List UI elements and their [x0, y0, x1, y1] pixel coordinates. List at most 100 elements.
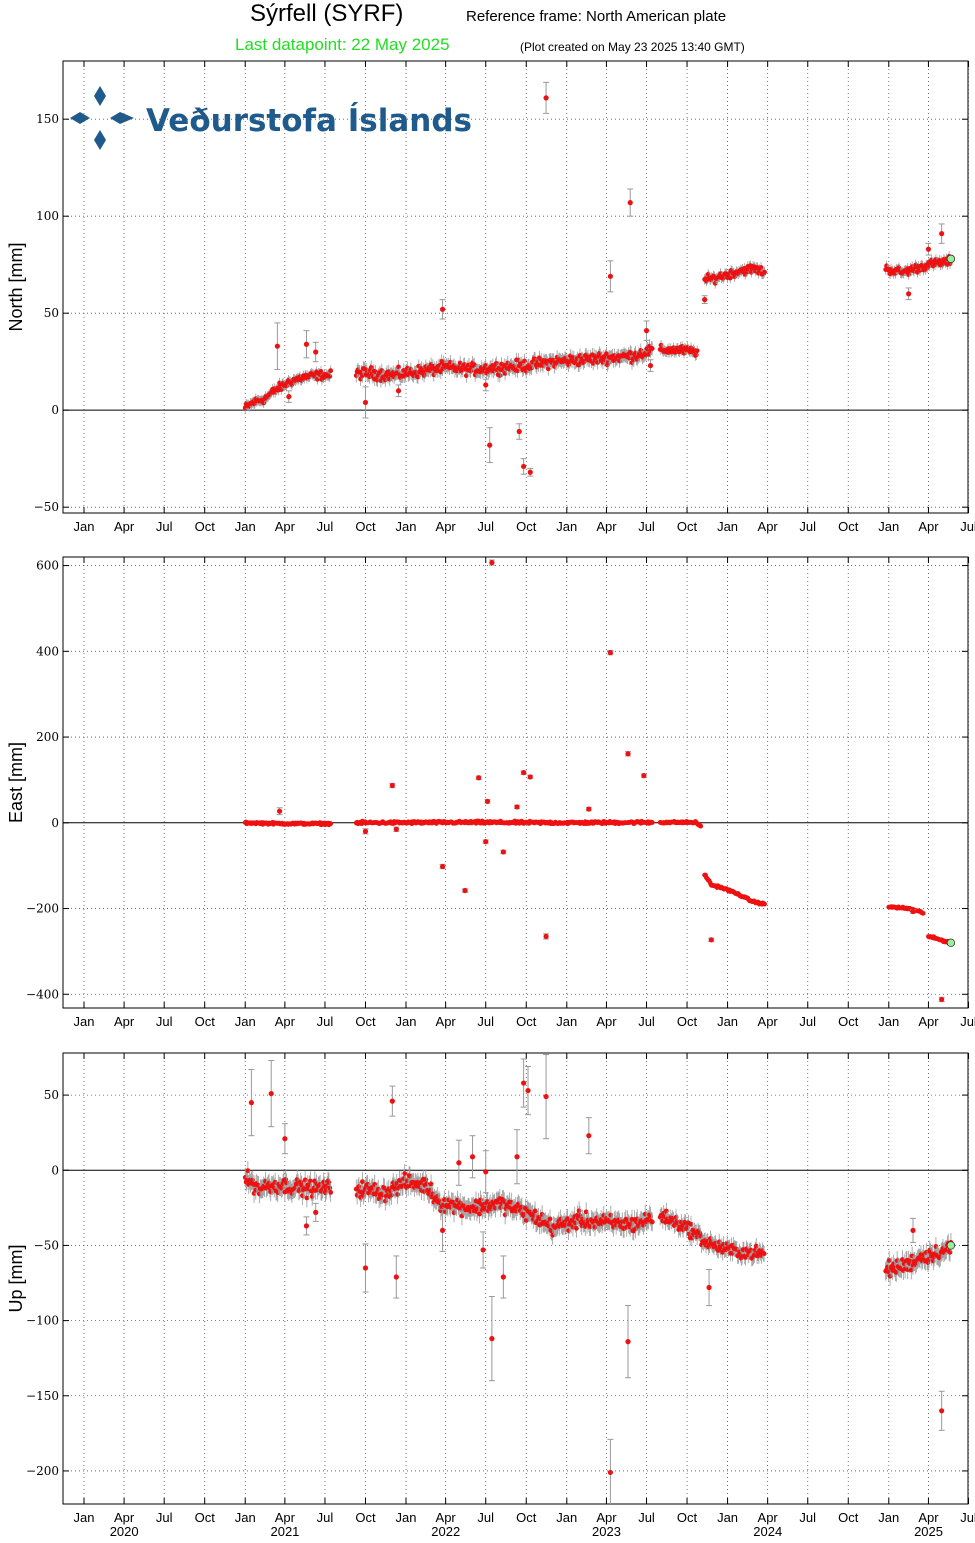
outlier-point — [487, 442, 493, 448]
x-tick-label: Apr — [596, 1014, 617, 1029]
outlier-point — [303, 1223, 310, 1229]
outlier-point — [525, 1087, 531, 1094]
data-point — [576, 1208, 582, 1214]
x-tick-label: Jan — [878, 1510, 899, 1525]
outlier-point — [276, 808, 283, 814]
data-point — [886, 1258, 892, 1263]
outlier-point — [521, 1080, 527, 1086]
y-axis-label: Up [mm] — [6, 1244, 26, 1312]
plot-frame — [62, 556, 969, 1009]
outlier-point — [939, 996, 945, 1003]
y-tick-label: −100 — [26, 1314, 59, 1328]
data-point — [663, 1208, 669, 1214]
outlier-point — [708, 937, 714, 943]
outlier-point — [625, 751, 631, 757]
outlier-point — [439, 306, 446, 312]
outlier-point — [313, 1209, 319, 1215]
data-point — [688, 1221, 694, 1227]
x-tick-label: Jan — [878, 1014, 899, 1029]
x-tick-label: Oct — [677, 519, 698, 534]
data-point — [441, 1197, 447, 1203]
outlier-point — [282, 1136, 288, 1142]
x-tick-label: Jul — [317, 1510, 334, 1525]
x-tick-label: Oct — [195, 519, 216, 534]
outlier-point — [641, 773, 647, 779]
plot-frame — [62, 60, 969, 514]
x-tick-label: Jul — [638, 1510, 655, 1525]
outlier-point — [607, 1469, 613, 1476]
data-point — [522, 358, 527, 364]
data-point — [318, 369, 324, 374]
data-point — [574, 1225, 579, 1231]
outlier-point — [483, 1169, 489, 1175]
x-tick-label: Apr — [114, 519, 135, 534]
data-point — [302, 1177, 308, 1183]
outlier-point — [925, 246, 932, 252]
data-point — [477, 1211, 482, 1217]
data-point — [753, 1243, 759, 1249]
outlier-point — [706, 1284, 712, 1291]
x-tick-label: Oct — [677, 1510, 698, 1525]
outlier-point — [543, 1093, 549, 1100]
outlier-point — [362, 1265, 369, 1271]
data-layer — [242, 559, 956, 1003]
x-tick-label: Oct — [838, 519, 859, 534]
y-tick-label: 0 — [51, 1163, 59, 1177]
x-tick-label: Oct — [516, 1510, 537, 1525]
x-tick-label: Apr — [436, 1510, 457, 1525]
x-tick-label: Jan — [235, 519, 256, 534]
x-tick-label: Jan — [74, 1510, 95, 1525]
chart-title: Sýrfell (SYRF) — [250, 0, 404, 27]
x-tick-label: Apr — [758, 1510, 779, 1525]
data-point — [389, 1192, 394, 1198]
data-point — [395, 1191, 401, 1197]
outlier-point — [303, 341, 310, 347]
x-tick-label: Apr — [436, 519, 457, 534]
outlier-point — [939, 1408, 945, 1414]
logo-mark — [70, 86, 134, 150]
data-point — [471, 362, 477, 368]
x-tick-label: Apr — [918, 1510, 939, 1525]
x-tick-label: Oct — [195, 1014, 216, 1029]
outlier-point — [647, 362, 654, 369]
data-point — [328, 821, 334, 827]
outlier-point — [527, 469, 533, 475]
x-tick-label: Jan — [396, 1014, 417, 1029]
outlier-point — [514, 804, 520, 810]
outlier-point — [483, 382, 489, 388]
y-tick-label: 0 — [51, 403, 59, 417]
x-tick-label: Oct — [677, 1014, 698, 1029]
outlier-point — [469, 1154, 476, 1160]
outlier-point — [393, 1274, 399, 1280]
x-tick-label: Jul — [477, 1014, 494, 1029]
last-datapoint-label: Last datapoint: 22 May 2025 — [235, 35, 450, 54]
y-tick-label: 400 — [36, 644, 59, 658]
x-tick-label: Jul — [156, 1510, 173, 1525]
data-point — [762, 269, 767, 275]
outlier-point — [643, 328, 650, 334]
reference-frame-label: Reference frame: North American plate — [466, 8, 727, 25]
data-point — [428, 1181, 434, 1187]
x-tick-label: Oct — [838, 1510, 859, 1525]
x-tick-label: Jul — [799, 519, 816, 534]
data-point — [762, 901, 767, 907]
x-tick-label: Jan — [556, 519, 577, 534]
outlier-point — [500, 849, 506, 855]
last-datapoint-marker — [946, 254, 956, 264]
outlier-point — [489, 1336, 495, 1342]
x-tick-label: Apr — [918, 1014, 939, 1029]
x-tick-label: Jul — [799, 1014, 816, 1029]
x-tick-label: Apr — [114, 1014, 135, 1029]
x-tick-label: Jan — [717, 1014, 738, 1029]
data-point — [693, 352, 699, 358]
data-point — [463, 373, 469, 379]
data-point — [547, 1216, 553, 1222]
x-tick-label: Jul — [156, 519, 173, 534]
x-tick-label: Jul — [638, 1014, 655, 1029]
y-tick-label: 150 — [36, 112, 59, 126]
y-tick-label: −50 — [34, 500, 59, 514]
x-tick-label: Apr — [114, 1510, 135, 1525]
outlier-point — [910, 908, 916, 915]
data-point — [694, 348, 700, 354]
